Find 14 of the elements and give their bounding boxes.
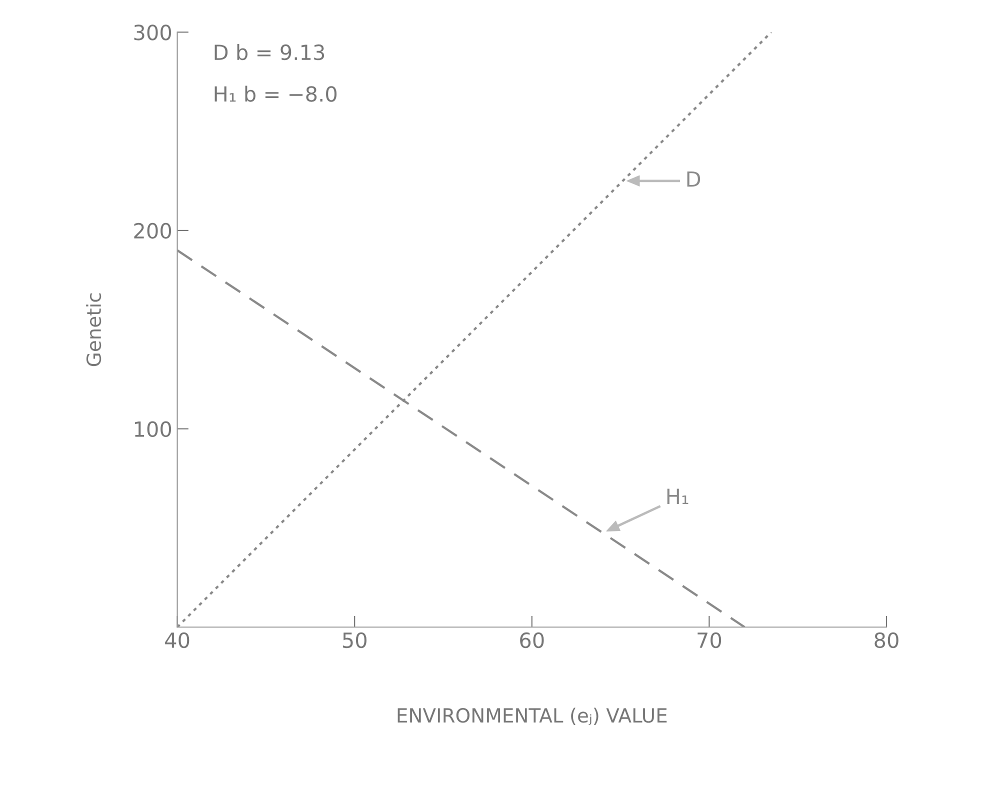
- series-label: D: [687, 171, 700, 187]
- text: H₁: [667, 488, 688, 504]
- x-tick-label: 40: [165, 632, 190, 648]
- y-tick-label: 300: [134, 24, 172, 40]
- y-tick-label: 100: [134, 421, 172, 438]
- x-tick-label: 50: [342, 632, 366, 648]
- annotation: H₁ b = −8.0: [214, 86, 337, 102]
- x-tick-label: 60: [520, 632, 544, 648]
- x-tick-label: 80: [874, 632, 898, 648]
- x-tick-label: 70: [698, 632, 722, 648]
- x-axis-title: ENVIRONMENTAL (eⱼ) VALUE: [398, 708, 667, 726]
- annotation: D b = 9.13: [214, 44, 324, 60]
- y-tick-label: 200: [134, 222, 172, 239]
- y-axis-title: Genetic: [86, 293, 102, 366]
